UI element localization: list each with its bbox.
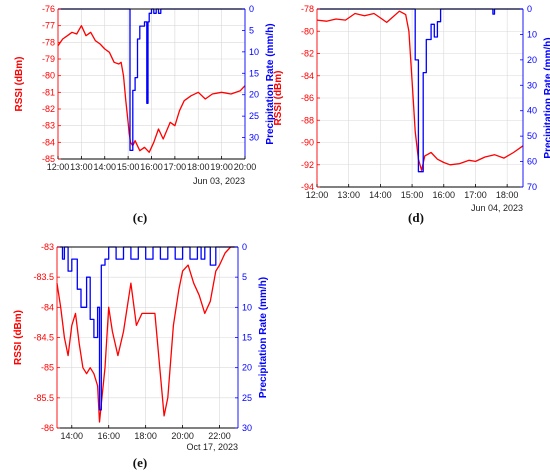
y-right-tick-label: 0 xyxy=(242,242,247,252)
y-left-tick-label: -94 xyxy=(301,182,314,192)
rssi-series-line xyxy=(57,25,246,153)
y-left-tick-label: -79 xyxy=(42,54,55,64)
y-left-tick-label: -90 xyxy=(301,138,314,148)
x-tick-label: 13:00 xyxy=(70,162,93,172)
x-tick-label: 14:00 xyxy=(369,190,392,200)
y-left-tick-label: -84 xyxy=(41,302,54,312)
y-right-tick-label: 0 xyxy=(527,4,532,14)
y-right-tick-label: 5 xyxy=(249,25,254,35)
y-left-tick-label: -77 xyxy=(42,21,55,31)
x-tick-label: 18:00 xyxy=(134,431,157,441)
x-tick-label: 17:00 xyxy=(164,162,187,172)
y-left-tick-label: -83.5 xyxy=(33,272,54,282)
y-right-tick-label: 50 xyxy=(527,131,537,141)
y-right-tick-label: 15 xyxy=(242,333,252,343)
x-tick-label: 14:00 xyxy=(93,162,116,172)
panel-caption: (d) xyxy=(408,210,424,225)
y-left-tick-label: -85 xyxy=(41,363,54,373)
y-right-tick-label: 40 xyxy=(527,106,537,116)
precipitation-series-line xyxy=(57,246,238,411)
date-label: Oct 17, 2023 xyxy=(186,442,238,452)
y-right-tick-label: 70 xyxy=(527,182,537,192)
y-left-tick-label: -76 xyxy=(42,4,55,14)
y-left-tick-label: -84.5 xyxy=(33,333,54,343)
y-left-tick-label: -85.5 xyxy=(33,393,54,403)
x-tick-label: 12:00 xyxy=(47,162,70,172)
precipitation-series-line xyxy=(58,8,245,152)
y-left-tick-label: -83 xyxy=(42,121,55,131)
date-label: Jun 04, 2023 xyxy=(471,203,523,213)
x-tick-label: 20:00 xyxy=(234,162,257,172)
y-right-tick-label: 30 xyxy=(242,423,252,433)
y-left-tick-label: -78 xyxy=(301,4,314,14)
chart-panel-1: 12:00 13:00 14:00 15:00 16:00 17:00 18:00 19:00… xyxy=(14,4,276,225)
x-tick-label: 18:00 xyxy=(496,190,519,200)
y-left-tick-label: -83 xyxy=(41,242,54,252)
panel-caption: (e) xyxy=(133,455,147,470)
chart-panel-2: 12:00 13:00 14:00 15:00 16:00 17:00 18:00 Jun 0… xyxy=(273,4,550,225)
y-right-tick-label: 30 xyxy=(527,80,537,90)
y-left-tick-label: -80 xyxy=(42,71,55,81)
y-right-tick-label: 10 xyxy=(527,29,537,39)
x-tick-label: 16:00 xyxy=(140,162,163,172)
x-tick-label: 16:00 xyxy=(97,431,120,441)
y-right-tick-label: 60 xyxy=(527,157,537,167)
x-tick-label: 22:00 xyxy=(208,431,231,441)
x-tick-label: 18:00 xyxy=(187,162,210,172)
y-left-tick-label: -86 xyxy=(301,93,314,103)
x-tick-label: 15:00 xyxy=(401,190,424,200)
y-left-tick-label: -80 xyxy=(301,26,314,36)
x-tick-label: 14:00 xyxy=(61,431,84,441)
y-left-tick-label: -81 xyxy=(42,87,55,97)
y-left-tick-label: -84 xyxy=(301,71,314,81)
y-left-tick-label: -78 xyxy=(42,37,55,47)
y-left-tick-label: -84 xyxy=(42,137,55,147)
y-left-tick-label: -85 xyxy=(42,154,55,164)
rssi-series-line xyxy=(316,10,524,171)
x-tick-label: 20:00 xyxy=(171,431,194,441)
y-left-tick-label: -88 xyxy=(301,115,314,125)
x-tick-label: 17:00 xyxy=(464,190,487,200)
y-right-tick-label: 25 xyxy=(249,111,259,121)
date-label: Jun 03, 2023 xyxy=(193,176,245,186)
y-right-tick-label: 10 xyxy=(242,302,252,312)
y-left-axis-label: RSSI (dBm) xyxy=(273,71,284,126)
x-tick-label: 19:00 xyxy=(210,162,233,172)
y-right-tick-label: 15 xyxy=(249,68,259,78)
panel-caption: (c) xyxy=(133,210,147,225)
y-left-tick-label: -92 xyxy=(301,160,314,170)
y-right-axis-label: Precipitation Rate (mm/h) xyxy=(258,277,269,398)
x-tick-label: 13:00 xyxy=(337,190,360,200)
y-left-tick-label: -82 xyxy=(42,104,55,114)
y-right-tick-label: 30 xyxy=(249,133,259,143)
y-right-axis-label: Precipitation Rate (mm/h) xyxy=(543,37,550,158)
y-right-axis-label: Precipitation Rate (mm/h) xyxy=(265,23,276,144)
y-left-axis-label: RSSI (dBm) xyxy=(14,57,25,112)
x-tick-label: 16:00 xyxy=(433,190,456,200)
precipitation-series-line xyxy=(317,8,523,173)
y-right-tick-label: 0 xyxy=(249,4,254,14)
y-right-tick-label: 5 xyxy=(242,272,247,282)
y-right-tick-label: 25 xyxy=(242,393,252,403)
x-tick-label: 15:00 xyxy=(117,162,140,172)
y-right-tick-label: 20 xyxy=(242,363,252,373)
x-tick-label: 12:00 xyxy=(306,190,329,200)
y-left-axis-label: RSSI (dBm) xyxy=(13,310,24,365)
y-left-tick-label: -86 xyxy=(41,423,54,433)
y-left-tick-label: -82 xyxy=(301,49,314,59)
rssi-series-line xyxy=(56,246,235,423)
y-right-tick-label: 20 xyxy=(249,90,259,100)
y-right-tick-label: 20 xyxy=(527,55,537,65)
y-right-tick-label: 10 xyxy=(249,47,259,57)
